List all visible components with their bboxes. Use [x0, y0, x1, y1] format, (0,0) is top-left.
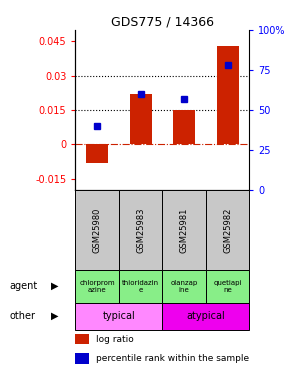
Text: ▶: ▶ — [51, 311, 58, 321]
Text: percentile rank within the sample: percentile rank within the sample — [96, 354, 249, 363]
Text: GSM25981: GSM25981 — [180, 207, 189, 253]
Bar — [75, 190, 119, 270]
Text: atypical: atypical — [186, 311, 225, 321]
Text: other: other — [9, 311, 35, 321]
Bar — [173, 110, 195, 144]
Text: log ratio: log ratio — [96, 334, 134, 344]
Bar — [119, 270, 162, 303]
Bar — [75, 353, 89, 364]
Text: agent: agent — [9, 281, 37, 291]
Bar — [119, 190, 162, 270]
Text: thioridazin
e: thioridazin e — [122, 280, 159, 293]
Bar — [206, 190, 249, 270]
Text: GSM25982: GSM25982 — [223, 207, 232, 253]
Bar — [162, 303, 249, 330]
Text: olanzap
ine: olanzap ine — [171, 280, 198, 293]
Text: quetiapi
ne: quetiapi ne — [213, 280, 242, 293]
Text: GSM25980: GSM25980 — [93, 207, 102, 253]
Bar — [75, 270, 119, 303]
Bar — [75, 334, 89, 344]
Bar — [162, 270, 206, 303]
Bar — [206, 270, 249, 303]
Bar — [75, 303, 162, 330]
Bar — [162, 190, 206, 270]
Bar — [217, 46, 238, 144]
Bar — [130, 94, 151, 144]
Bar — [86, 144, 108, 163]
Title: GDS775 / 14366: GDS775 / 14366 — [111, 16, 214, 29]
Text: chlorprom
azine: chlorprom azine — [79, 280, 115, 293]
Text: GSM25983: GSM25983 — [136, 207, 145, 253]
Text: ▶: ▶ — [51, 281, 58, 291]
Text: typical: typical — [103, 311, 135, 321]
